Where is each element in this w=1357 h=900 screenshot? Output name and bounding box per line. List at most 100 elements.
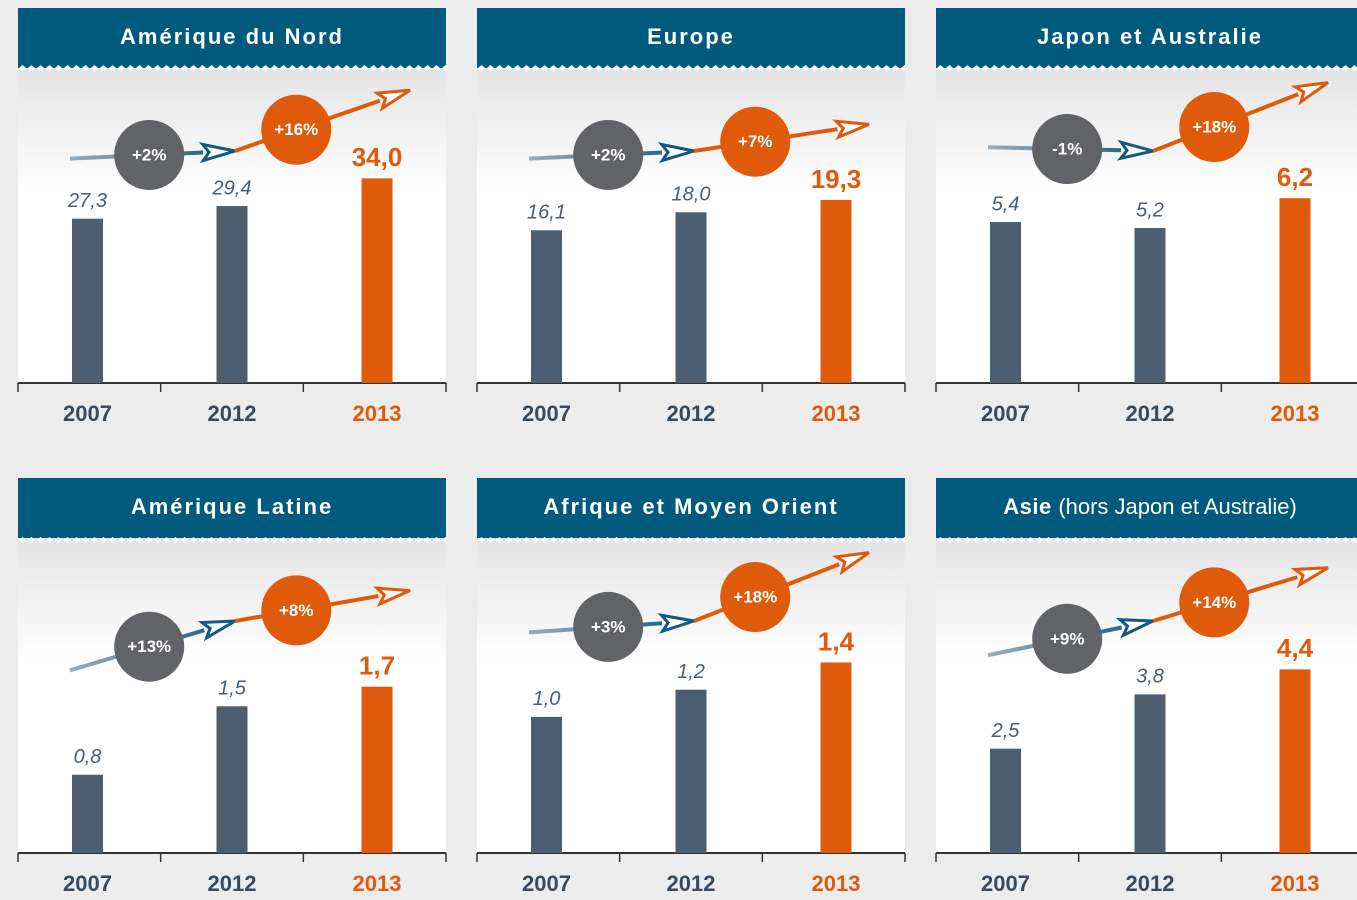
change-bubble <box>114 119 185 190</box>
header-edge <box>18 535 446 543</box>
x-tick-label: 2007 <box>63 401 112 426</box>
bar <box>531 230 562 383</box>
change-label: +14% <box>1192 593 1236 612</box>
panel-title: Europe <box>647 24 735 49</box>
header-edge <box>18 65 446 73</box>
arrow-head <box>197 619 236 642</box>
arrow-head <box>657 142 695 164</box>
panel-title: Asie (hors Japon et Australie) <box>1003 494 1297 519</box>
value-label: 5,2 <box>1136 199 1164 221</box>
bar <box>216 706 248 853</box>
x-tick-label: 2012 <box>1126 401 1175 426</box>
change-bubble <box>1179 567 1250 638</box>
value-label: 18,0 <box>672 184 711 206</box>
panel-header <box>18 8 446 68</box>
bar <box>1279 669 1311 853</box>
change-label: +18% <box>733 588 777 607</box>
panel-header <box>936 478 1357 538</box>
arrow-head <box>657 613 695 634</box>
bar <box>990 748 1021 853</box>
change-label: +2% <box>591 145 626 164</box>
change-bubble <box>1032 114 1103 185</box>
value-label: 27,3 <box>67 190 107 212</box>
x-tick-label: 2012 <box>667 871 716 896</box>
header-edge <box>936 535 1357 543</box>
x-tick-label: 2013 <box>812 401 861 426</box>
panel-title: Japon et Australie <box>1037 24 1263 49</box>
change-bubble <box>720 562 791 633</box>
bar <box>361 178 393 383</box>
change-label: +3% <box>591 617 626 636</box>
value-label: 0,8 <box>74 746 102 768</box>
value-label: 16,1 <box>527 202 566 224</box>
x-tick-label: 2012 <box>667 401 716 426</box>
value-label: 4,4 <box>1277 633 1314 663</box>
value-label: 2,5 <box>991 720 1021 742</box>
bar <box>990 222 1021 383</box>
change-label: +18% <box>1192 118 1236 137</box>
x-tick-label: 2007 <box>63 871 112 896</box>
arrow-head <box>831 551 870 576</box>
arrow-head <box>198 142 236 164</box>
x-tick-label: 2013 <box>353 401 402 426</box>
panel-header <box>477 478 905 538</box>
title-main: Japon et Australie <box>1037 24 1263 49</box>
panel-title: Amérique du Nord <box>120 24 344 49</box>
title-main: Asie <box>1003 494 1051 519</box>
change-bubble <box>720 106 791 177</box>
arrow-head <box>1290 81 1329 106</box>
x-tick-label: 2007 <box>522 401 571 426</box>
panel-title: Afrique et Moyen Orient <box>543 494 838 519</box>
change-label: -1% <box>1052 140 1082 159</box>
value-label: 34,0 <box>352 142 403 172</box>
panel-header <box>477 8 905 68</box>
panel-header <box>936 8 1357 68</box>
bar <box>1134 227 1166 383</box>
value-label: 1,4 <box>818 626 855 656</box>
x-tick-label: 2013 <box>353 871 402 896</box>
title-main: Amérique du Nord <box>120 24 344 49</box>
panel-header <box>18 478 446 538</box>
value-label: 1,7 <box>359 651 395 681</box>
change-label: +2% <box>132 145 167 164</box>
change-bubble <box>114 611 185 682</box>
title-main: Afrique et Moyen Orient <box>543 494 838 519</box>
arrow-head <box>372 88 411 112</box>
value-label: 1,2 <box>677 661 705 683</box>
change-bubble <box>261 575 332 646</box>
change-label: +9% <box>1050 629 1085 648</box>
bar <box>72 218 103 383</box>
bar <box>820 662 852 853</box>
bar <box>1279 198 1311 383</box>
x-tick-label: 2013 <box>812 871 861 896</box>
value-label: 1,5 <box>218 678 247 700</box>
x-tick-label: 2013 <box>1271 401 1320 426</box>
bar <box>675 212 707 383</box>
value-label: 1,0 <box>533 688 561 710</box>
bar <box>1134 694 1166 853</box>
bar <box>72 774 103 853</box>
arrow-head <box>1290 566 1329 589</box>
value-label: 29,4 <box>212 177 252 199</box>
bar <box>531 716 562 853</box>
value-label: 6,2 <box>1277 162 1313 192</box>
x-tick-label: 2007 <box>981 871 1030 896</box>
bar <box>820 199 852 383</box>
bar <box>675 689 707 853</box>
header-edge <box>477 65 905 73</box>
x-tick-label: 2007 <box>522 871 571 896</box>
panel-title: Amérique Latine <box>131 494 333 519</box>
x-tick-label: 2007 <box>981 401 1030 426</box>
change-bubble <box>1179 92 1250 163</box>
bar <box>361 686 393 853</box>
x-tick-label: 2012 <box>1126 871 1175 896</box>
change-bubble <box>261 94 332 165</box>
title-main: Europe <box>647 24 735 49</box>
change-bubble <box>1032 603 1103 674</box>
value-label: 19,3 <box>811 164 862 194</box>
arrow-head <box>1117 139 1154 161</box>
change-label: +16% <box>274 120 318 139</box>
header-edge <box>477 535 905 543</box>
